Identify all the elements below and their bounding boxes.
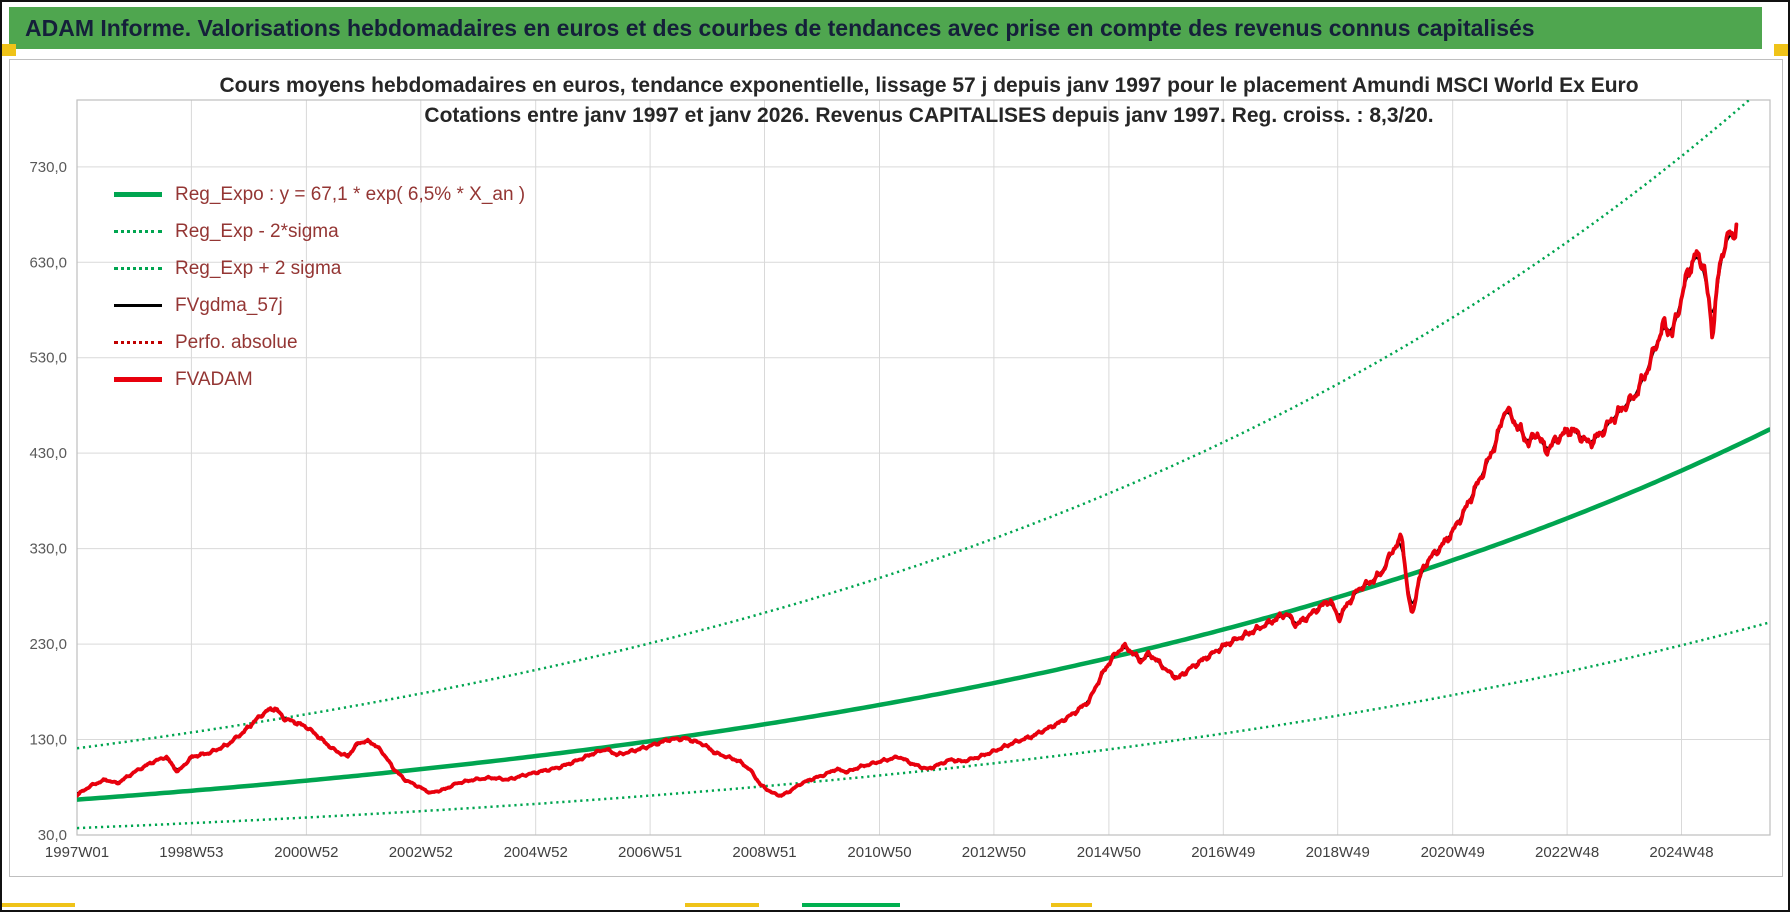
legend-label: FVADAM xyxy=(175,368,253,390)
svg-text:130,0: 130,0 xyxy=(29,732,67,749)
svg-text:2020W49: 2020W49 xyxy=(1421,844,1485,861)
legend-label: Reg_Exp - 2*sigma xyxy=(175,220,339,242)
green-cell-marker xyxy=(802,903,900,907)
chart-subtitle: Cotations entre janv 1997 et janv 2026. … xyxy=(424,104,1434,127)
legend-label: Reg_Exp + 2 sigma xyxy=(175,257,342,279)
legend-item-regexpo: Reg_Expo : y = 67,1 * exp( 6,5% * X_an ) xyxy=(114,176,525,213)
dotted-green-line-icon xyxy=(114,267,162,270)
svg-text:230,0: 230,0 xyxy=(29,636,67,653)
solid-red-line-icon xyxy=(114,377,162,382)
svg-text:2010W50: 2010W50 xyxy=(847,844,911,861)
dotted-green-line-icon xyxy=(114,230,162,233)
yellow-cell-marker-right xyxy=(1774,44,1788,56)
svg-text:2022W48: 2022W48 xyxy=(1535,844,1599,861)
svg-text:2012W50: 2012W50 xyxy=(962,844,1026,861)
legend-label: Perfo. absolue xyxy=(175,331,298,353)
chart-frame: 730,0 630,0 530,0 430,0 330,0 230,0 130,0 30,0 1… xyxy=(9,59,1783,877)
svg-text:2000W52: 2000W52 xyxy=(274,844,338,861)
page-title: ADAM Informe. Valorisations hebdomadaire… xyxy=(25,14,1535,41)
svg-text:2002W52: 2002W52 xyxy=(389,844,453,861)
spreadsheet-edge-strip xyxy=(2,877,1788,910)
legend-label: FVgdma_57j xyxy=(175,294,283,316)
dotted-red-line-icon xyxy=(114,341,162,344)
svg-text:2004W52: 2004W52 xyxy=(504,844,568,861)
svg-text:2024W48: 2024W48 xyxy=(1649,844,1713,861)
solid-black-line-icon xyxy=(114,304,162,307)
svg-text:730,0: 730,0 xyxy=(29,159,67,176)
yellow-cell-marker xyxy=(685,903,759,907)
legend-item-perfo-absolue: Perfo. absolue xyxy=(114,324,525,361)
svg-text:1998W53: 1998W53 xyxy=(159,844,223,861)
svg-text:1997W01: 1997W01 xyxy=(45,844,109,861)
legend-item-plus-2sigma: Reg_Exp + 2 sigma xyxy=(114,250,525,287)
svg-text:530,0: 530,0 xyxy=(29,350,67,367)
chart-legend: Reg_Expo : y = 67,1 * exp( 6,5% * X_an )… xyxy=(114,176,525,398)
svg-text:2014W50: 2014W50 xyxy=(1077,844,1141,861)
solid-green-line-icon xyxy=(114,192,162,197)
svg-text:330,0: 330,0 xyxy=(29,541,67,558)
svg-text:430,0: 430,0 xyxy=(29,445,67,462)
svg-text:30,0: 30,0 xyxy=(38,827,67,844)
svg-text:2006W51: 2006W51 xyxy=(618,844,682,861)
legend-item-fvgdma: FVgdma_57j xyxy=(114,287,525,324)
yellow-cell-marker xyxy=(1051,903,1092,907)
svg-text:2016W49: 2016W49 xyxy=(1191,844,1255,861)
chart-title: Cours moyens hebdomadaires en euros, ten… xyxy=(219,74,1639,97)
yellow-cell-marker-left xyxy=(2,44,16,56)
legend-item-fvadam: FVADAM xyxy=(114,361,525,398)
svg-text:630,0: 630,0 xyxy=(29,254,67,271)
header-bar: ADAM Informe. Valorisations hebdomadaire… xyxy=(9,7,1762,49)
legend-label: Reg_Expo : y = 67,1 * exp( 6,5% * X_an ) xyxy=(175,183,526,205)
yellow-cell-marker xyxy=(2,903,75,907)
svg-text:2018W49: 2018W49 xyxy=(1306,844,1370,861)
svg-text:2008W51: 2008W51 xyxy=(732,844,796,861)
chart-canvas: 730,0630,0530,0430,0330,0230,0130,030,01… xyxy=(29,99,1771,861)
legend-item-minus-2sigma: Reg_Exp - 2*sigma xyxy=(114,213,525,250)
